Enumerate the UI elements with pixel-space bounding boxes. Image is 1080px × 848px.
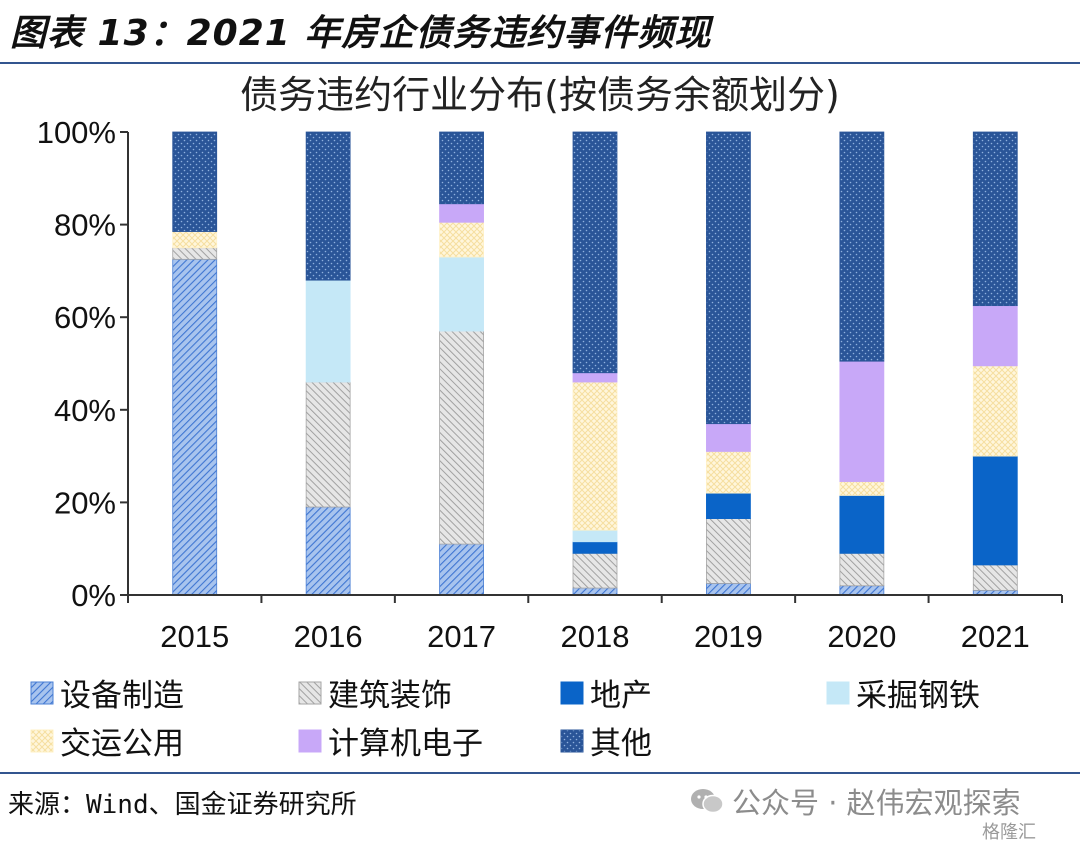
bar-segment xyxy=(439,131,484,205)
bar-segment xyxy=(839,131,885,362)
bar-segment xyxy=(439,221,484,258)
bar-segment xyxy=(706,518,751,584)
bar-segment xyxy=(439,256,484,332)
bar-segment xyxy=(706,131,751,425)
x-axis: 2015 2016 2017 2018 2019 2020 2021 xyxy=(160,619,1030,654)
bar-segment xyxy=(305,131,351,281)
figure-title: 图表 13：2021 年房企债务违约事件频现 xyxy=(10,13,712,54)
legend-swatch xyxy=(560,681,584,705)
chart-title: 债务违约行业分布(按债务余额划分) xyxy=(240,73,840,117)
bar-segment xyxy=(572,541,618,554)
x-tick-label: 2015 xyxy=(160,619,229,654)
x-tick-label: 2018 xyxy=(561,619,630,654)
bar-group xyxy=(172,131,1018,596)
legend-label: 其他 xyxy=(590,726,652,762)
bar-segment xyxy=(439,543,484,596)
bar-segment xyxy=(839,552,885,587)
bar-segment xyxy=(839,360,885,482)
bar-segment xyxy=(972,564,1018,591)
x-tick-label: 2020 xyxy=(827,619,896,654)
corner-watermark: 格隆汇 xyxy=(982,822,1036,843)
watermark-text: 公众号 · 赵伟宏观探索 xyxy=(732,786,1021,820)
bar-segment xyxy=(172,131,218,232)
bar-segment xyxy=(972,305,1018,367)
stacked-bar-chart: 债务违约行业分布(按债务余额划分) 0% 20% 40% 60% 80% 100% 201… xyxy=(37,73,1063,654)
y-tick-label: 80% xyxy=(54,208,116,243)
top-rule xyxy=(0,62,1080,64)
watermark: 公众号 · 赵伟宏观探索 xyxy=(690,780,1021,822)
x-tick-label: 2019 xyxy=(694,619,763,654)
bar-segment xyxy=(972,131,1018,307)
legend-swatch xyxy=(826,681,850,705)
x-tick-label: 2017 xyxy=(427,619,496,654)
legend-item: 建筑装饰 xyxy=(298,670,452,715)
legend-item: 计算机电子 xyxy=(298,718,483,763)
legend-swatch xyxy=(298,681,322,705)
bar-segment xyxy=(839,481,885,496)
bar-segment xyxy=(572,529,618,543)
legend-item: 其他 xyxy=(560,718,652,763)
bar-segment xyxy=(439,203,484,223)
bar-segment xyxy=(572,372,618,383)
bar-segment xyxy=(572,587,618,596)
legend-item: 交运公用 xyxy=(30,718,184,763)
legend-item: 地产 xyxy=(560,670,652,715)
y-tick-label: 100% xyxy=(37,115,116,150)
bar-segment xyxy=(706,583,751,596)
legend-swatch xyxy=(30,681,54,705)
y-tick-label: 0% xyxy=(71,578,116,613)
bar-segment xyxy=(706,423,751,452)
source-note: 来源：Wind、国金证券研究所 xyxy=(8,790,357,820)
legend-swatch xyxy=(30,729,54,753)
bar-segment xyxy=(572,552,618,589)
bar-segment xyxy=(972,455,1018,566)
legend-item: 设备制造 xyxy=(30,670,184,715)
bar-segment xyxy=(172,231,218,249)
y-tick-label: 60% xyxy=(54,300,116,335)
legend-label: 设备制造 xyxy=(60,678,184,714)
legend-label: 计算机电子 xyxy=(328,726,483,762)
legend-label: 交运公用 xyxy=(60,726,184,762)
bar-segment xyxy=(706,451,751,494)
y-tick-label: 40% xyxy=(54,393,116,428)
y-tick-label: 20% xyxy=(54,485,116,520)
bar-segment xyxy=(439,330,484,545)
bar-segment xyxy=(305,279,351,383)
legend-swatch xyxy=(298,729,322,753)
axes xyxy=(127,132,1063,603)
bar-segment xyxy=(172,258,218,596)
wechat-icon xyxy=(691,789,724,814)
bar-segment xyxy=(839,495,885,554)
bar-segment xyxy=(972,365,1018,457)
bar-segment xyxy=(839,585,885,596)
x-tick-label: 2021 xyxy=(961,619,1030,654)
bar-segment xyxy=(305,506,351,596)
bar-segment xyxy=(706,492,751,520)
legend: 设备制造 建筑装饰 地产 采掘钢铁交运公用 计算机电子 其他 xyxy=(30,670,1070,770)
legend-swatch xyxy=(560,729,584,753)
bar-segment xyxy=(172,247,218,260)
legend-label: 建筑装饰 xyxy=(328,678,452,714)
bar-segment xyxy=(572,131,618,374)
legend-item: 采掘钢铁 xyxy=(826,670,980,715)
bar-segment xyxy=(305,381,351,508)
legend-label: 地产 xyxy=(590,678,652,714)
x-tick-label: 2016 xyxy=(294,619,363,654)
y-axis: 0% 20% 40% 60% 80% 100% xyxy=(37,115,128,613)
bar-segment xyxy=(572,381,618,531)
legend-label: 采掘钢铁 xyxy=(856,678,980,714)
bottom-rule xyxy=(0,772,1080,774)
